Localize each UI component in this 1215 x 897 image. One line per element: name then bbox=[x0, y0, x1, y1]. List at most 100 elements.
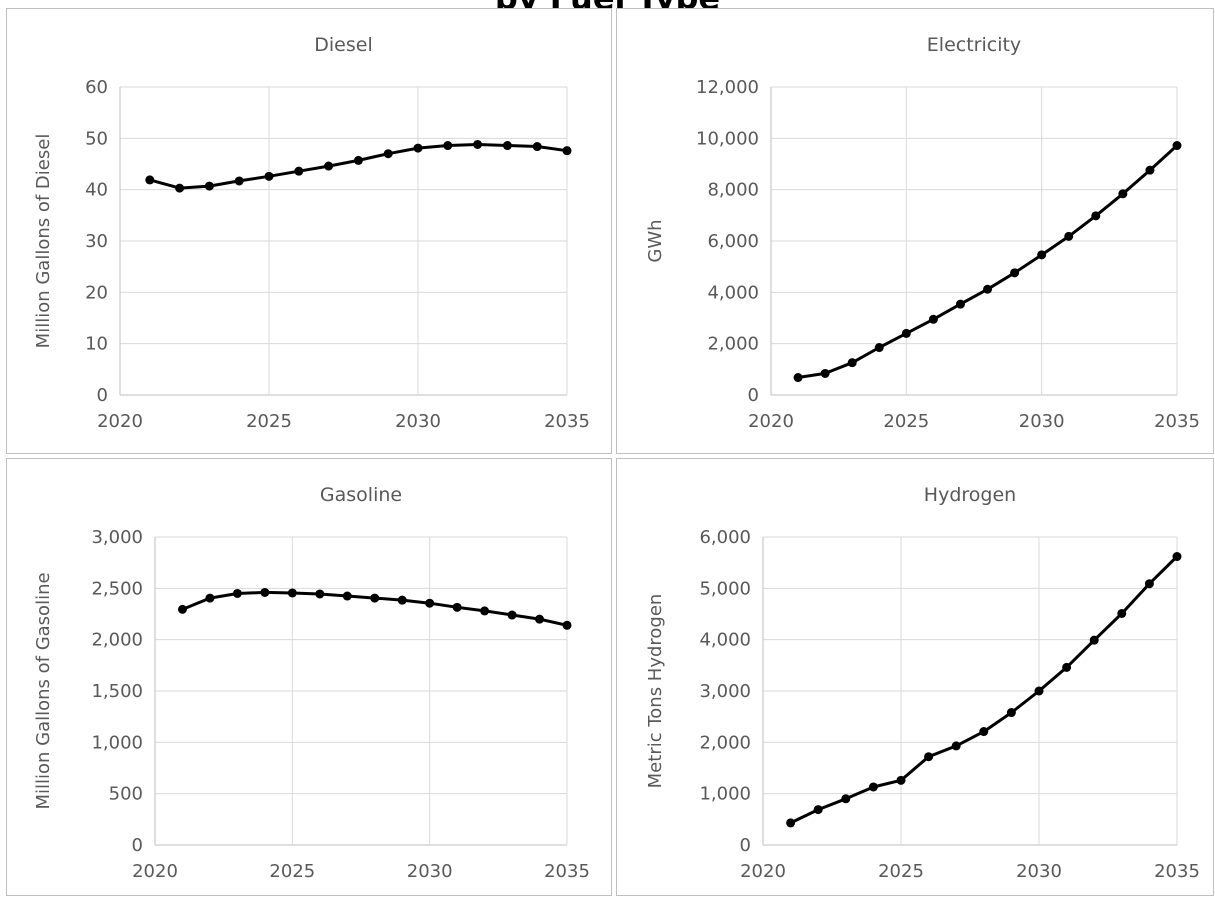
data-point bbox=[175, 183, 185, 193]
y-tick-label: 6,000 bbox=[707, 231, 759, 252]
data-point bbox=[480, 606, 490, 616]
y-tick-label: 4,000 bbox=[699, 630, 751, 651]
chart-title: Gasoline bbox=[320, 484, 402, 506]
data-point bbox=[1172, 552, 1182, 562]
data-point bbox=[1034, 686, 1044, 696]
data-point bbox=[294, 166, 304, 176]
y-tick-label: 2,500 bbox=[91, 578, 143, 599]
data-point bbox=[983, 284, 993, 294]
data-point bbox=[868, 782, 878, 792]
data-point bbox=[205, 593, 215, 603]
y-axis-label: Metric Tons Hydrogen bbox=[645, 594, 666, 789]
data-point bbox=[1117, 608, 1127, 618]
data-point bbox=[928, 314, 938, 324]
y-tick-label: 10 bbox=[85, 334, 108, 355]
data-point bbox=[847, 358, 857, 368]
gasoline-chart-svg: Gasoline 0 500 1,000 1,500 2,000 2,500 3,000 202… bbox=[33, 484, 590, 882]
y-tick-label: 3,000 bbox=[699, 681, 751, 702]
hydrogen-chart-svg: Hydrogen 0 1,000 2,000 3,000 4,000 5,000 6,000 2… bbox=[645, 484, 1200, 882]
data-point bbox=[786, 818, 796, 828]
data-point bbox=[204, 181, 214, 191]
series-line bbox=[148, 143, 569, 190]
series-line bbox=[796, 144, 1179, 379]
data-point bbox=[353, 155, 363, 165]
x-tick-label: 2035 bbox=[1154, 411, 1200, 432]
y-tick-label: 2,000 bbox=[707, 334, 759, 355]
x-tick-label: 2020 bbox=[97, 411, 143, 432]
data-point bbox=[1118, 189, 1128, 199]
y-tick-label: 10,000 bbox=[696, 128, 759, 149]
y-tick-label: 12,000 bbox=[696, 77, 759, 98]
data-point bbox=[425, 598, 435, 608]
data-point bbox=[562, 620, 572, 630]
data-point bbox=[535, 614, 545, 624]
data-point bbox=[1006, 708, 1016, 718]
y-tick-label: 6,000 bbox=[699, 527, 751, 548]
y-axis-label: Million Gallons of Diesel bbox=[33, 134, 54, 349]
data-point bbox=[1145, 165, 1155, 175]
data-point bbox=[1091, 211, 1101, 221]
chart-title: Electricity bbox=[927, 34, 1021, 56]
data-point bbox=[793, 373, 803, 383]
data-point bbox=[1062, 662, 1072, 672]
data-point bbox=[264, 171, 274, 181]
y-tick-label: 1,500 bbox=[91, 681, 143, 702]
x-tick-label: 2035 bbox=[544, 411, 590, 432]
y-tick-label: 50 bbox=[85, 128, 108, 149]
data-point bbox=[145, 175, 155, 185]
data-point bbox=[896, 775, 906, 785]
chart-title: Diesel bbox=[314, 34, 372, 56]
data-point bbox=[383, 149, 393, 159]
data-point bbox=[287, 588, 297, 598]
data-point bbox=[874, 343, 884, 353]
data-point bbox=[443, 141, 453, 151]
data-point bbox=[532, 142, 542, 152]
data-point bbox=[562, 146, 572, 156]
y-tick-label: 4,000 bbox=[707, 282, 759, 303]
x-tick-label: 2025 bbox=[246, 411, 292, 432]
data-point bbox=[1037, 250, 1047, 260]
y-tick-label: 1,000 bbox=[699, 784, 751, 805]
data-point bbox=[507, 610, 517, 620]
y-axis-label: Million Gallons of Gasoline bbox=[33, 572, 54, 809]
y-tick-label: 2,000 bbox=[699, 732, 751, 753]
x-tick-label: 2020 bbox=[740, 861, 786, 882]
data-point bbox=[979, 727, 989, 737]
data-point bbox=[315, 589, 325, 599]
data-point bbox=[951, 741, 961, 751]
data-point bbox=[452, 602, 462, 612]
gasoline-chart-panel: Gasoline 0 500 1,000 1,500 2,000 2,500 3,000 202… bbox=[6, 458, 612, 896]
x-tick-label: 2020 bbox=[748, 411, 794, 432]
y-tick-label: 0 bbox=[97, 385, 108, 406]
data-point bbox=[324, 161, 334, 171]
x-tick-label: 2035 bbox=[1154, 861, 1200, 882]
y-tick-label: 0 bbox=[740, 835, 751, 856]
hydrogen-chart-panel: Hydrogen 0 1,000 2,000 3,000 4,000 5,000 6,000 2… bbox=[616, 458, 1214, 896]
y-tick-label: 0 bbox=[132, 835, 143, 856]
data-point bbox=[924, 752, 934, 762]
data-point bbox=[813, 805, 823, 815]
y-tick-label: 2,000 bbox=[91, 630, 143, 651]
data-point bbox=[820, 368, 830, 378]
y-tick-label: 1,000 bbox=[91, 732, 143, 753]
data-point bbox=[955, 299, 965, 309]
data-point bbox=[177, 604, 187, 614]
y-tick-label: 0 bbox=[748, 385, 759, 406]
x-tick-label: 2030 bbox=[395, 411, 441, 432]
x-tick-label: 2025 bbox=[883, 411, 929, 432]
electricity-chart-panel: Electricity 0 2,000 4,000 6,000 8,000 10,000 12… bbox=[616, 8, 1214, 454]
y-tick-label: 20 bbox=[85, 282, 108, 303]
x-tick-label: 2025 bbox=[269, 861, 315, 882]
y-tick-label: 40 bbox=[85, 180, 108, 201]
x-tick-label: 2030 bbox=[1016, 861, 1062, 882]
data-point bbox=[1089, 635, 1099, 645]
series-line bbox=[789, 555, 1179, 825]
x-tick-label: 2030 bbox=[1019, 411, 1065, 432]
data-point bbox=[413, 143, 423, 153]
electricity-chart-svg: Electricity 0 2,000 4,000 6,000 8,000 10,000 12… bbox=[645, 34, 1200, 432]
y-tick-label: 60 bbox=[85, 77, 108, 98]
data-point bbox=[901, 328, 911, 338]
data-point bbox=[473, 139, 483, 149]
diesel-chart-panel: Diesel 0 10 20 30 40 50 60 2020 2025 2030 2035 Milli… bbox=[6, 8, 612, 454]
y-tick-label: 8,000 bbox=[707, 180, 759, 201]
